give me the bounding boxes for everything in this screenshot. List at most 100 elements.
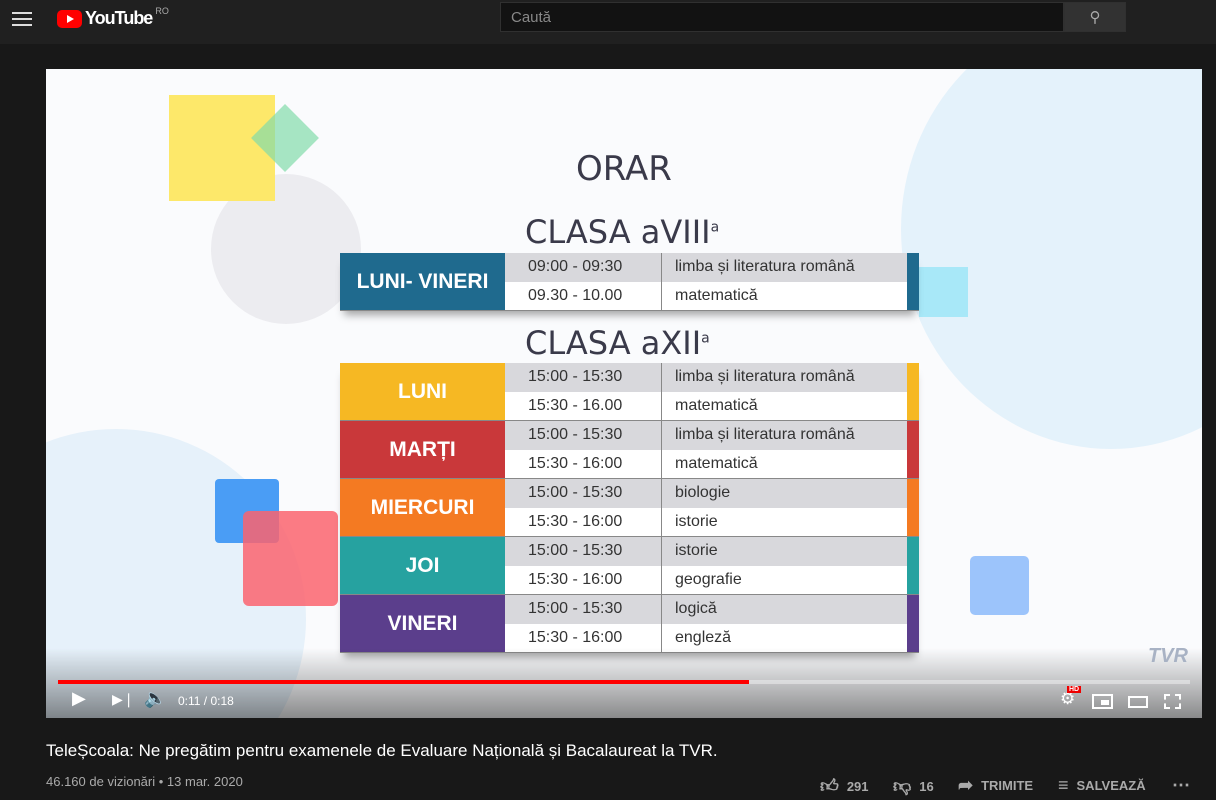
subject-cell: limba și literatura română <box>675 426 855 443</box>
search-input[interactable]: Caută <box>500 2 1064 32</box>
dislike-button[interactable]: 👎︎ 16 <box>893 775 934 797</box>
share-button[interactable]: ➦ TRIMITE <box>958 775 1033 796</box>
hd-badge: HD <box>1067 686 1082 693</box>
play-icon[interactable]: ▶ <box>72 688 86 708</box>
schedule-row: 15:30 - 16:00 istorie <box>505 507 907 536</box>
schedule-row: 15:30 - 16:00 geografie <box>505 565 907 594</box>
schedule-row: 15:30 - 16.00 matematică <box>505 391 907 420</box>
time-cell: 15:00 - 15:30 <box>505 537 662 566</box>
subject-cell: istorie <box>675 512 718 530</box>
color-stripe <box>907 253 919 310</box>
time-cell: 09:00 - 09:30 <box>505 253 662 282</box>
day-label: LUNI <box>340 363 505 420</box>
schedule-row: 15:30 - 16:00 matematică <box>505 449 907 478</box>
time-cell: 15:00 - 15:30 <box>505 479 662 508</box>
schedule-row: 15:00 - 15:30 logică <box>505 595 907 624</box>
like-button[interactable]: 👍︎ 291 <box>820 775 869 797</box>
play-logo-icon <box>57 9 82 28</box>
logo-text: YouTube <box>85 8 153 28</box>
video-title: TeleȘcoala: Ne pregătim pentru examenele… <box>46 741 718 760</box>
schedule-heading: ORAR <box>576 149 672 189</box>
save-label: SALVEAZĂ <box>1076 778 1146 793</box>
more-actions-icon[interactable]: ⋯ <box>1172 775 1190 795</box>
thumbs-up-icon: 👍︎ <box>820 776 839 796</box>
like-count: 291 <box>846 778 869 794</box>
share-label: TRIMITE <box>981 778 1034 793</box>
class8-title: CLASA aVIIIa <box>525 213 720 251</box>
next-icon[interactable]: ▶❘ <box>112 691 135 707</box>
fullscreen-icon[interactable] <box>1164 694 1181 709</box>
deco-square <box>243 511 338 606</box>
day-label: MARȚI <box>340 421 505 478</box>
video-player[interactable]: ORAR CLASA aVIIIa LUNI- VINERI 09:00 - 09… <box>46 69 1202 718</box>
schedule-row: 15:30 - 16:00 engleză <box>505 623 907 652</box>
subject-cell: geografie <box>675 570 742 588</box>
time-cell: 15:30 - 16.00 <box>505 391 662 420</box>
progress-bar[interactable] <box>58 680 1190 684</box>
deco-square <box>169 95 275 201</box>
time-display: 0:11 / 0:18 <box>178 694 234 708</box>
schedule-row: 09:00 - 09:30 limba și literatura română <box>505 253 907 282</box>
subject-cell: biologie <box>675 484 731 501</box>
color-stripe <box>907 479 919 536</box>
day-block: LUNI 15:00 - 15:30 limba și literatura rom… <box>340 363 919 421</box>
time-cell: 15:30 - 16:00 <box>505 565 662 594</box>
playlist-add-icon: ≡ <box>1058 775 1069 795</box>
miniplayer-icon[interactable] <box>1092 694 1113 709</box>
search-button[interactable]: ⚲ <box>1064 2 1126 32</box>
day-block: MARȚI 15:00 - 15:30 limba și literatura ro… <box>340 421 919 479</box>
schedule-row: 09.30 - 10.00 matematică <box>505 281 907 310</box>
day-block: MIERCURI 15:00 - 15:30 biologie 15:30 - 16:… <box>340 479 919 537</box>
search-icon: ⚲ <box>1089 9 1101 26</box>
day-block: JOI 15:00 - 15:30 istorie 15:30 - 16:00 geog… <box>340 537 919 595</box>
subject-cell: limba și literatura română <box>675 368 855 385</box>
time-cell: 15:00 - 15:30 <box>505 363 662 392</box>
tvr-watermark: TVR <box>1148 645 1188 667</box>
color-stripe <box>907 421 919 478</box>
upload-date: 13 mar. 2020 <box>166 774 243 789</box>
deco-circle <box>901 69 1202 449</box>
time-cell: 09.30 - 10.00 <box>505 281 662 310</box>
theater-mode-icon[interactable] <box>1128 696 1148 708</box>
settings-icon[interactable]: ⚙ HD <box>1060 686 1082 708</box>
schedule-row: 15:00 - 15:30 biologie <box>505 479 907 508</box>
subject-cell: istorie <box>675 542 718 559</box>
volume-icon[interactable]: 🔈 <box>144 688 167 708</box>
thumbs-down-icon: 👎︎ <box>893 776 912 796</box>
day-block: VINERI 15:00 - 15:30 logică 15:30 - 16:00 en… <box>340 595 919 653</box>
schedule-row: 15:00 - 15:30 istorie <box>505 537 907 566</box>
color-stripe <box>907 363 919 420</box>
video-meta: 46.160 de vizionări • 13 mar. 2020 <box>46 774 243 789</box>
share-icon: ➦ <box>958 775 974 795</box>
schedule-row: 15:00 - 15:30 limba și literatura română <box>505 363 907 392</box>
save-button[interactable]: ≡ SALVEAZĂ <box>1058 775 1146 796</box>
deco-square <box>919 267 968 317</box>
view-count: 46.160 de vizionări <box>46 774 156 789</box>
class12-title: CLASA aXIIa <box>525 324 710 362</box>
day-label: LUNI- VINERI <box>340 253 505 310</box>
day-block: LUNI- VINERI 09:00 - 09:30 limba și litera… <box>340 253 919 311</box>
time-cell: 15:30 - 16:00 <box>505 623 662 652</box>
subject-cell: logică <box>675 600 717 617</box>
subject-cell: matematică <box>675 396 758 414</box>
youtube-logo[interactable]: YouTube RO <box>57 5 169 29</box>
subject-cell: limba și literatura română <box>675 258 855 275</box>
class8-table: LUNI- VINERI 09:00 - 09:30 limba și litera… <box>340 253 919 311</box>
progress-fill <box>58 680 749 684</box>
time-cell: 15:30 - 16:00 <box>505 507 662 536</box>
menu-icon[interactable] <box>12 11 32 27</box>
class12-table: LUNI 15:00 - 15:30 limba și literatura rom… <box>340 363 919 653</box>
day-label: MIERCURI <box>340 479 505 536</box>
time-cell: 15:00 - 15:30 <box>505 595 662 624</box>
top-bar: YouTube RO Caută ⚲ <box>0 0 1216 44</box>
region-code: RO <box>155 5 169 16</box>
subject-cell: matematică <box>675 454 758 472</box>
dislike-count: 16 <box>919 778 934 794</box>
color-stripe <box>907 537 919 594</box>
subject-cell: matematică <box>675 286 758 304</box>
color-stripe <box>907 595 919 652</box>
deco-square <box>970 556 1029 615</box>
subject-cell: engleză <box>675 628 732 646</box>
day-label: JOI <box>340 537 505 594</box>
schedule-row: 15:00 - 15:30 limba și literatura română <box>505 421 907 450</box>
